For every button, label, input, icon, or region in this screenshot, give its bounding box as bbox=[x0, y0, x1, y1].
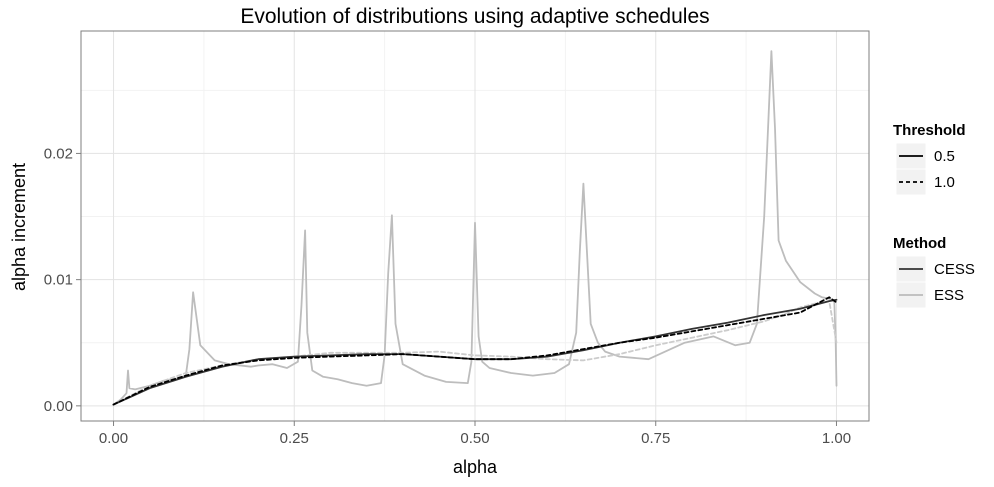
chart-title: Evolution of distributions using adaptiv… bbox=[240, 5, 709, 28]
axes: 0.00 0.25 0.50 0.75 1.00 0.00 0.01 0.02 bbox=[44, 145, 851, 447]
legend-label: ESS bbox=[934, 287, 964, 304]
x-tick-label: 0.25 bbox=[280, 430, 309, 447]
legend-label: 0.5 bbox=[934, 148, 955, 165]
legend-title: Threshold bbox=[893, 122, 966, 139]
x-tick-label: 0.50 bbox=[460, 430, 489, 447]
x-tick-label: 0.00 bbox=[99, 430, 128, 447]
x-tick-label: 0.75 bbox=[641, 430, 670, 447]
series-group bbox=[112, 50, 838, 406]
x-axis-title: alpha bbox=[453, 457, 498, 477]
y-axis-title: alpha increment bbox=[9, 163, 29, 291]
y-tick-label: 0.02 bbox=[44, 145, 73, 162]
grid bbox=[81, 31, 869, 421]
legend-label: CESS bbox=[934, 261, 975, 278]
series-line-ess-0-5 bbox=[112, 50, 838, 406]
legend-label: 1.0 bbox=[934, 174, 955, 191]
legend-title: Method bbox=[893, 235, 946, 252]
y-tick-label: 0.01 bbox=[44, 272, 73, 289]
y-tick-label: 0.00 bbox=[44, 398, 73, 415]
legend: Threshold 0.5 1.0 Method CESS ESS bbox=[893, 122, 975, 309]
x-tick-label: 1.00 bbox=[822, 430, 851, 447]
series-line-cess-1-0 bbox=[112, 296, 838, 406]
